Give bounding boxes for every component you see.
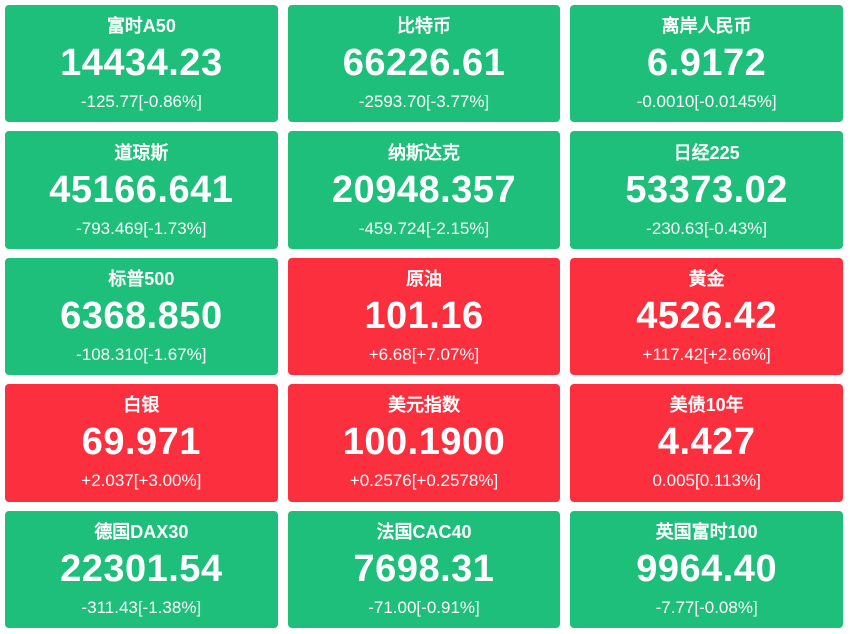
instrument-name: 道琼斯 <box>114 142 169 163</box>
instrument-name: 美债10年 <box>669 395 744 416</box>
quote-tile-bitcoin[interactable]: 比特币 66226.61 -2593.70[-3.77%] <box>287 5 561 123</box>
change-and-percent: -2593.70[-3.77%] <box>358 92 490 112</box>
quote-tile-sp500[interactable]: 标普500 6368.850 -108.310[-1.67%] <box>5 257 278 376</box>
quote-tile-germany-dax30[interactable]: 德国DAX30 22301.54 -311.43[-1.38%] <box>5 510 278 628</box>
last-price: 7698.31 <box>353 547 495 590</box>
last-price: 22301.54 <box>60 547 223 590</box>
last-price: 20948.357 <box>331 168 517 211</box>
change-and-percent: -0.0010[-0.0145%] <box>636 92 777 112</box>
instrument-name: 比特币 <box>396 16 451 37</box>
quote-tile-nikkei-225[interactable]: 日经225 53373.02 -230.63[-0.43%] <box>570 131 843 249</box>
change-and-percent: +0.2576[+0.2578%] <box>349 471 499 491</box>
change-and-percent: -108.310[-1.67%] <box>76 344 207 364</box>
change-and-percent: -311.43[-1.38%] <box>81 597 202 617</box>
change-and-percent: 0.005[0.113%] <box>652 471 761 491</box>
quote-tile-nasdaq[interactable]: 纳斯达克 20948.357 -459.724[-2.15%] <box>287 131 561 249</box>
last-price: 6.9172 <box>647 42 767 85</box>
last-price: 69.971 <box>81 421 201 464</box>
change-and-percent: +6.68[+7.07%] <box>368 344 480 364</box>
instrument-name: 美元指数 <box>387 395 460 416</box>
change-and-percent: -459.724[-2.15%] <box>358 218 490 238</box>
change-and-percent: -793.469[-1.73%] <box>76 218 207 238</box>
quote-tile-france-cac40[interactable]: 法国CAC40 7698.31 -71.00[-0.91%] <box>287 510 561 628</box>
instrument-name: 法国CAC40 <box>376 521 472 542</box>
last-price: 53373.02 <box>625 168 788 211</box>
instrument-name: 黄金 <box>688 268 725 289</box>
quote-tile-ftse-a50[interactable]: 富时A50 14434.23 -125.77[-0.86%] <box>5 5 278 123</box>
instrument-name: 标普500 <box>108 268 175 289</box>
change-and-percent: +2.037[+3.00%] <box>81 471 202 491</box>
last-price: 45166.641 <box>49 168 234 211</box>
last-price: 66226.61 <box>342 42 506 85</box>
last-price: 6368.850 <box>60 294 223 337</box>
quote-tile-offshore-rmb[interactable]: 离岸人民币 6.9172 -0.0010[-0.0145%] <box>570 5 843 123</box>
instrument-name: 原油 <box>405 268 442 289</box>
last-price: 4.427 <box>657 421 756 464</box>
quote-tile-silver[interactable]: 白银 69.971 +2.037[+3.00%] <box>5 384 278 502</box>
last-price: 9964.40 <box>636 547 778 590</box>
change-and-percent: -71.00[-0.91%] <box>368 597 480 617</box>
quote-tile-us-10y-treasury[interactable]: 美债10年 4.427 0.005[0.113%] <box>570 384 843 502</box>
instrument-name: 日经225 <box>673 142 740 163</box>
instrument-name: 英国富时100 <box>655 521 758 542</box>
instrument-name: 德国DAX30 <box>94 521 189 542</box>
change-and-percent: +117.42[+2.66%] <box>642 344 771 364</box>
quote-tile-uk-ftse100[interactable]: 英国富时100 9964.40 -7.77[-0.08%] <box>570 510 843 628</box>
change-and-percent: -125.77[-0.86%] <box>80 92 202 112</box>
quote-tile-gold[interactable]: 黄金 4526.42 +117.42[+2.66%] <box>570 257 843 376</box>
instrument-name: 白银 <box>123 395 160 416</box>
instrument-name: 富时A50 <box>106 16 176 37</box>
quote-tile-dow-jones[interactable]: 道琼斯 45166.641 -793.469[-1.73%] <box>5 131 278 249</box>
last-price: 100.1900 <box>342 421 506 464</box>
last-price: 101.16 <box>364 294 484 337</box>
instrument-name: 纳斯达克 <box>387 142 460 163</box>
instrument-name: 离岸人民币 <box>661 16 752 37</box>
change-and-percent: -230.63[-0.43%] <box>646 218 768 238</box>
last-price: 4526.42 <box>636 294 778 337</box>
change-and-percent: -7.77[-0.08%] <box>655 597 758 617</box>
quote-tile-crude-oil[interactable]: 原油 101.16 +6.68[+7.07%] <box>287 257 561 376</box>
quote-tile-usd-index[interactable]: 美元指数 100.1900 +0.2576[+0.2578%] <box>287 384 561 502</box>
last-price: 14434.23 <box>60 42 223 85</box>
